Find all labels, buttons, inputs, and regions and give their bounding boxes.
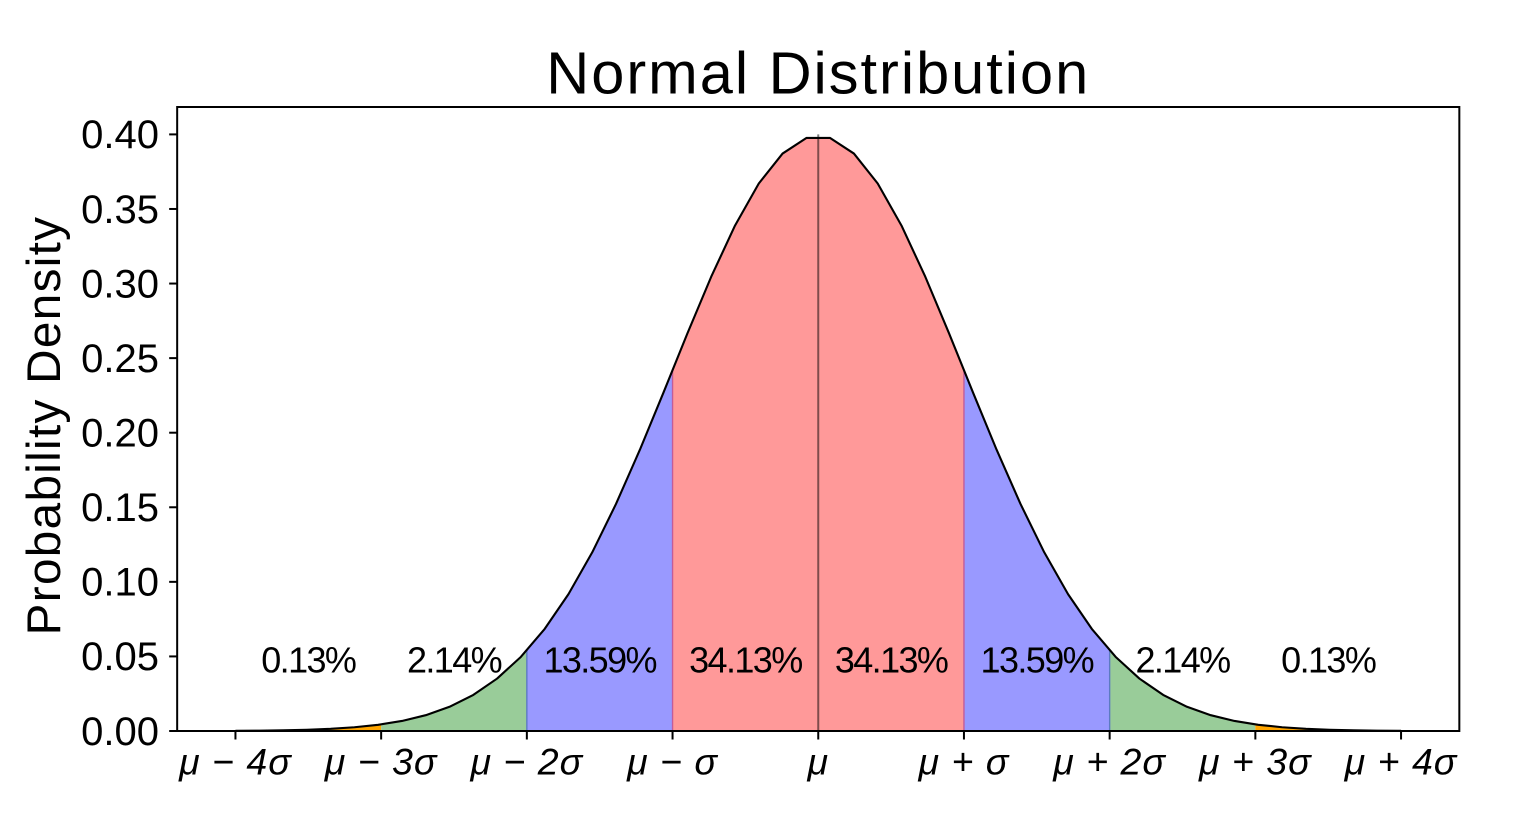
- svg-text:0.15: 0.15: [81, 486, 159, 530]
- svg-text:μ + 4σ: μ + 4σ: [1344, 740, 1458, 782]
- svg-text:μ + 3σ: μ + 3σ: [1198, 740, 1312, 782]
- svg-text:34.13%: 34.13%: [689, 640, 802, 681]
- svg-text:0.13%: 0.13%: [261, 640, 356, 681]
- svg-text:μ + σ: μ + σ: [917, 740, 1009, 782]
- svg-text:μ + 2σ: μ + 2σ: [1052, 740, 1166, 782]
- svg-text:μ − 3σ: μ − 3σ: [324, 740, 438, 782]
- svg-text:0.35: 0.35: [81, 188, 159, 232]
- svg-text:0.10: 0.10: [81, 561, 159, 605]
- svg-text:0.13%: 0.13%: [1281, 640, 1376, 681]
- svg-text:0.25: 0.25: [81, 337, 159, 381]
- svg-text:0.30: 0.30: [81, 262, 159, 306]
- svg-text:μ − 4σ: μ − 4σ: [178, 740, 292, 782]
- svg-text:13.59%: 13.59%: [543, 640, 656, 681]
- svg-text:Normal Distribution: Normal Distribution: [546, 40, 1090, 107]
- svg-text:0.40: 0.40: [81, 113, 159, 157]
- svg-text:μ: μ: [806, 740, 829, 782]
- svg-text:0.20: 0.20: [81, 412, 159, 456]
- svg-text:μ − 2σ: μ − 2σ: [469, 740, 583, 782]
- svg-text:0.00: 0.00: [81, 710, 159, 754]
- svg-text:2.14%: 2.14%: [407, 640, 502, 681]
- svg-text:0.05: 0.05: [81, 635, 159, 679]
- svg-text:34.13%: 34.13%: [835, 640, 948, 681]
- svg-text:13.59%: 13.59%: [981, 640, 1094, 681]
- svg-text:2.14%: 2.14%: [1135, 640, 1230, 681]
- svg-text:μ − σ: μ − σ: [626, 740, 718, 782]
- svg-text:Probability Density: Probability Density: [18, 216, 71, 636]
